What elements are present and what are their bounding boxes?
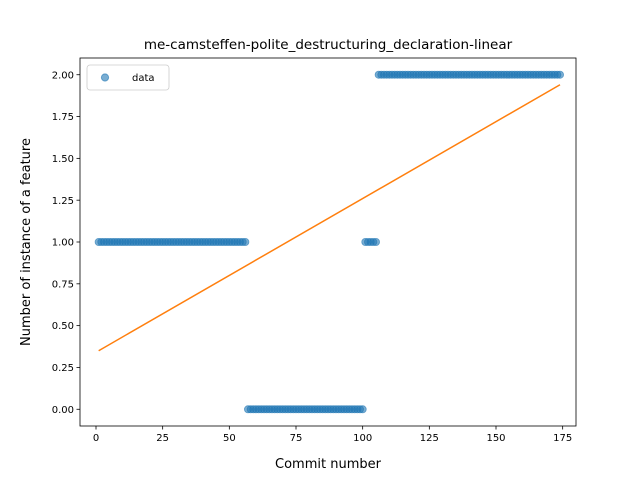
legend-marker (100, 73, 110, 82)
y-tick-label: 1.50 (52, 154, 74, 165)
x-tick-label: 100 (353, 433, 372, 444)
y-tick-label: 1.25 (52, 196, 74, 207)
y-tick-label: 1.00 (52, 238, 74, 249)
legend-label: data (132, 73, 155, 84)
fit-line (98, 84, 561, 352)
y-tick-label: 0.25 (52, 363, 74, 374)
x-tick-label: 50 (223, 433, 236, 444)
y-axis-label: Number of instance of a feature (19, 138, 34, 346)
x-tick-label: 0 (93, 433, 99, 444)
y-axis-ticks: 0.00 0.25 0.50 0.75 1.00 1.25 1.50 1.75 2.00 (52, 70, 80, 416)
y-tick-label: 0.00 (52, 405, 74, 416)
y-tick-label: 0.50 (52, 321, 74, 332)
y-tick-label: 1.75 (52, 112, 74, 123)
data-point (556, 70, 565, 79)
data-point (241, 237, 250, 246)
x-axis-label: Commit number (275, 457, 382, 472)
data-point (358, 405, 367, 414)
x-axis-ticks: 0 25 50 75 100 125 150 175 (93, 426, 572, 444)
x-tick-label: 150 (486, 433, 505, 444)
chart-title: me-camsteffen-polite_destructuring_decla… (144, 37, 513, 53)
x-tick-label: 25 (156, 433, 169, 444)
legend: data (86, 64, 170, 91)
x-tick-label: 175 (553, 433, 572, 444)
plot-area (79, 57, 577, 427)
x-tick-label: 75 (290, 433, 303, 444)
legend-box (86, 64, 170, 91)
y-tick-label: 2.00 (52, 70, 74, 81)
y-tick-label: 0.75 (52, 279, 74, 290)
x-tick-label: 125 (420, 433, 439, 444)
data-point (371, 237, 380, 246)
